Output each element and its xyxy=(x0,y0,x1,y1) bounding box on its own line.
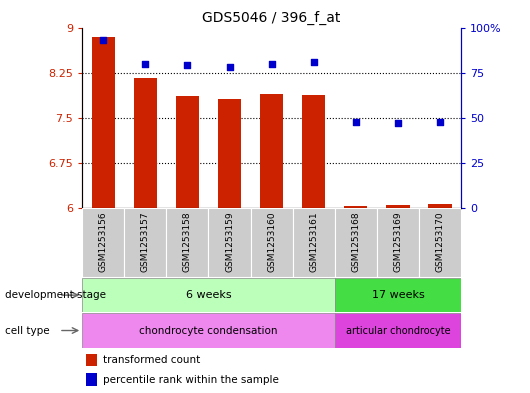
Bar xyxy=(86,354,98,366)
Text: chondrocyte condensation: chondrocyte condensation xyxy=(139,325,278,336)
Point xyxy=(310,59,318,65)
Bar xyxy=(260,94,283,208)
Text: 6 weeks: 6 weeks xyxy=(186,290,231,300)
Text: GSM1253170: GSM1253170 xyxy=(436,212,445,272)
Point xyxy=(141,61,149,67)
Text: cell type: cell type xyxy=(5,325,50,336)
Point xyxy=(99,37,108,43)
Bar xyxy=(419,208,461,277)
Text: GSM1253160: GSM1253160 xyxy=(267,212,276,272)
Bar xyxy=(335,313,461,348)
Bar xyxy=(82,278,335,312)
Text: GSM1253156: GSM1253156 xyxy=(99,212,108,272)
Point xyxy=(267,61,276,67)
Bar xyxy=(82,208,124,277)
Text: GSM1253157: GSM1253157 xyxy=(141,212,150,272)
Bar xyxy=(82,313,335,348)
Point xyxy=(183,62,192,69)
Bar xyxy=(218,99,241,208)
Text: GSM1253159: GSM1253159 xyxy=(225,212,234,272)
Bar xyxy=(335,208,377,277)
Text: GSM1253168: GSM1253168 xyxy=(351,212,360,272)
Text: percentile rank within the sample: percentile rank within the sample xyxy=(103,375,279,385)
Bar xyxy=(86,373,98,386)
Bar xyxy=(134,77,157,208)
Bar xyxy=(377,208,419,277)
Point xyxy=(225,64,234,70)
Bar xyxy=(335,278,461,312)
Bar xyxy=(344,206,367,208)
Bar xyxy=(428,204,452,208)
Bar xyxy=(251,208,293,277)
Text: 17 weeks: 17 weeks xyxy=(372,290,425,300)
Bar xyxy=(176,95,199,208)
Point xyxy=(351,118,360,125)
Text: GSM1253158: GSM1253158 xyxy=(183,212,192,272)
Point xyxy=(394,120,402,127)
Text: development stage: development stage xyxy=(5,290,107,300)
Text: articular chondrocyte: articular chondrocyte xyxy=(346,325,450,336)
Bar xyxy=(124,208,166,277)
Bar xyxy=(208,208,251,277)
Bar xyxy=(293,208,335,277)
Text: GSM1253161: GSM1253161 xyxy=(309,212,318,272)
Bar xyxy=(92,37,115,208)
Text: GSM1253169: GSM1253169 xyxy=(393,212,402,272)
Title: GDS5046 / 396_f_at: GDS5046 / 396_f_at xyxy=(202,11,341,25)
Bar xyxy=(166,208,208,277)
Bar xyxy=(386,205,410,208)
Text: transformed count: transformed count xyxy=(103,355,200,365)
Point xyxy=(436,118,444,125)
Bar xyxy=(302,95,325,208)
